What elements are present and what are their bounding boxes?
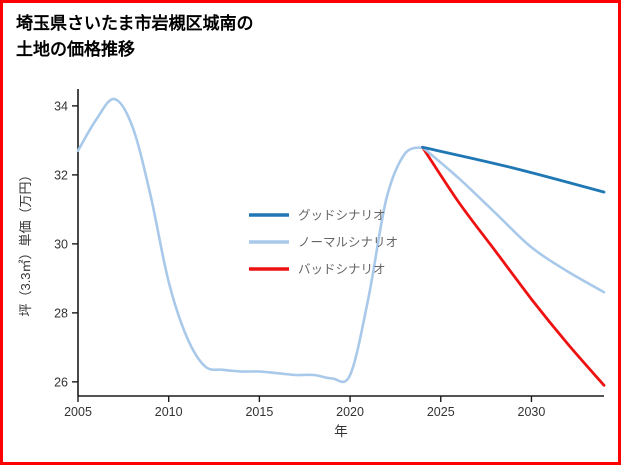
x-axis-label: 年: [334, 424, 348, 439]
x-tick-label: 2010: [155, 405, 183, 419]
chart-svg: 26 28 30 32 34 2005 2010 2015 2020 2025 2030 年 坪（3.3…: [18, 89, 606, 439]
x-tick-label: 2020: [336, 405, 364, 419]
y-tick-label: 34: [54, 99, 68, 113]
x-tick-label: 2005: [64, 405, 92, 419]
chart-title: 埼玉県さいたま市岩槻区城南の 土地の価格推移: [16, 11, 254, 62]
chart-title-line1: 埼玉県さいたま市岩槻区城南の: [16, 14, 254, 33]
x-tick-label: 2015: [245, 405, 273, 419]
series-line-forecast-normal: [421, 146, 606, 294]
y-tick-label: 28: [54, 306, 68, 320]
series-line-forecast-bad: [421, 145, 606, 387]
legend-label-0: グッドシナリオ: [298, 209, 386, 223]
legend-label-1: ノーマルシナリオ: [298, 236, 398, 250]
legend-label-2: バッドシナリオ: [298, 263, 386, 277]
series-line-forecast-good: [421, 145, 606, 194]
x-tick-label: 2030: [518, 405, 546, 419]
y-tick-label: 30: [54, 237, 68, 251]
x-tick-label: 2025: [427, 405, 455, 419]
y-axis-label: 坪（3.3㎡）単価（万円）: [18, 168, 33, 316]
chart-title-line2: 土地の価格推移: [16, 39, 135, 59]
y-tick-label: 32: [54, 168, 68, 182]
series-line-history-normal: [76, 97, 424, 384]
y-tick-label: 26: [54, 375, 68, 389]
